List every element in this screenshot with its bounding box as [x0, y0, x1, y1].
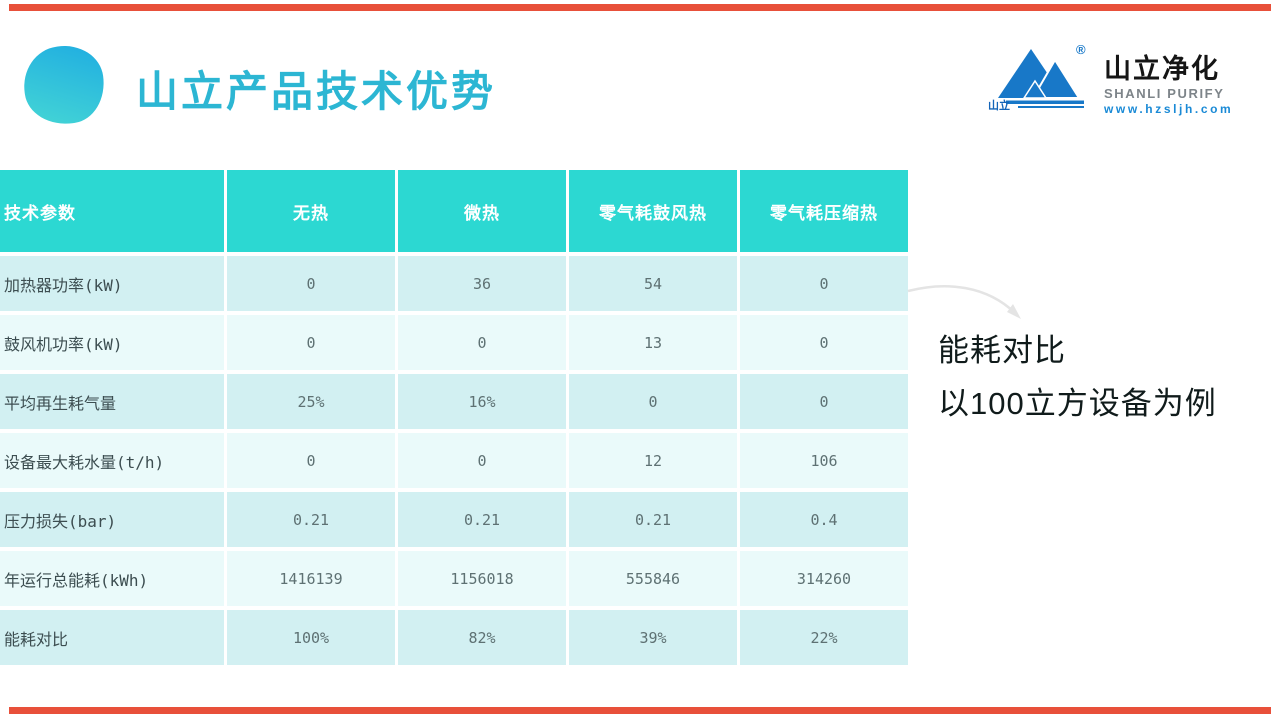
- table-row: 压力损失(bar) 0.21 0.21 0.21 0.4: [0, 492, 908, 547]
- cell-value: 0: [227, 315, 395, 370]
- cell-value: 39%: [569, 610, 737, 665]
- table-row: 能耗对比 100% 82% 39% 22%: [0, 610, 908, 665]
- table-row: 平均再生耗气量 25% 16% 0 0: [0, 374, 908, 429]
- cell-value: 0.4: [740, 492, 908, 547]
- row-label: 加热器功率(kW): [0, 256, 224, 311]
- cell-value: 82%: [398, 610, 566, 665]
- cell-value: 12: [569, 433, 737, 488]
- brand-logo: 山立 ® 山立净化 SHANLI PURIFY www.hzsljh.com: [988, 42, 1234, 116]
- row-label: 年运行总能耗(kWh): [0, 551, 224, 606]
- row-label: 能耗对比: [0, 610, 224, 665]
- table-body: 加热器功率(kW) 0 36 54 0 鼓风机功率(kW) 0 0 13 0 平均再生耗气量 25% 1…: [0, 256, 908, 665]
- cell-value: 100%: [227, 610, 395, 665]
- cell-value: 1156018: [398, 551, 566, 606]
- cell-value: 0: [227, 256, 395, 311]
- cell-value: 0.21: [398, 492, 566, 547]
- registered-mark: ®: [1076, 42, 1086, 57]
- cell-value: 106: [740, 433, 908, 488]
- table-row: 加热器功率(kW) 0 36 54 0: [0, 256, 908, 311]
- col-header-parameter: 技术参数: [0, 170, 224, 252]
- table-row: 鼓风机功率(kW) 0 0 13 0: [0, 315, 908, 370]
- row-label: 压力损失(bar): [0, 492, 224, 547]
- cell-value: 0.21: [569, 492, 737, 547]
- cell-value: 314260: [740, 551, 908, 606]
- logo-website: www.hzsljh.com: [1104, 102, 1234, 116]
- annotation-line1: 能耗对比: [938, 333, 1066, 368]
- cell-value: 13: [569, 315, 737, 370]
- logo-text: 山立净化 SHANLI PURIFY www.hzsljh.com: [1104, 44, 1234, 116]
- row-label: 平均再生耗气量: [0, 374, 224, 429]
- cell-value: 16%: [398, 374, 566, 429]
- logo-brand-cn: 山立净化: [1104, 54, 1220, 84]
- cell-value: 0.21: [227, 492, 395, 547]
- bottom-accent-bar: [9, 707, 1271, 714]
- cell-value: 22%: [740, 610, 908, 665]
- cell-value: 54: [569, 256, 737, 311]
- table-row: 年运行总能耗(kWh) 1416139 1156018 555846 314260: [0, 551, 908, 606]
- decor-blob: [18, 40, 110, 130]
- annotation-line2: 以100立方设备为例: [938, 386, 1217, 421]
- cell-value: 0: [740, 374, 908, 429]
- cell-value: 0: [398, 433, 566, 488]
- row-label: 设备最大耗水量(t/h): [0, 433, 224, 488]
- cell-value: 1416139: [227, 551, 395, 606]
- table-row: 设备最大耗水量(t/h) 0 0 12 106: [0, 433, 908, 488]
- cell-value: 0: [740, 315, 908, 370]
- col-header-microheat: 微热: [398, 170, 566, 252]
- cell-value: 0: [398, 315, 566, 370]
- cell-value: 0: [740, 256, 908, 311]
- mountains-logo-icon: 山立 ®: [988, 42, 1098, 112]
- top-accent-bar: [9, 4, 1271, 11]
- cell-value: 0: [569, 374, 737, 429]
- cell-value: 0: [227, 433, 395, 488]
- spec-table: 技术参数 无热 微热 零气耗鼓风热 零气耗压缩热 加热器功率(kW) 0 36 54 0…: [0, 166, 911, 669]
- cell-value: 555846: [569, 551, 737, 606]
- col-header-compression-heat: 零气耗压缩热: [740, 170, 908, 252]
- col-header-heatless: 无热: [227, 170, 395, 252]
- table-header-row: 技术参数 无热 微热 零气耗鼓风热 零气耗压缩热: [0, 170, 908, 252]
- page-title: 山立产品技术优势: [136, 70, 497, 116]
- logo-mark-label: 山立: [988, 98, 1010, 112]
- logo-brand-en: SHANLI PURIFY: [1104, 86, 1225, 101]
- row-label: 鼓风机功率(kW): [0, 315, 224, 370]
- cell-value: 25%: [227, 374, 395, 429]
- pointer-arrow-icon: [907, 285, 1021, 319]
- cell-value: 36: [398, 256, 566, 311]
- annotation: 能耗对比 以100立方设备为例: [938, 324, 1217, 430]
- col-header-blower-heat: 零气耗鼓风热: [569, 170, 737, 252]
